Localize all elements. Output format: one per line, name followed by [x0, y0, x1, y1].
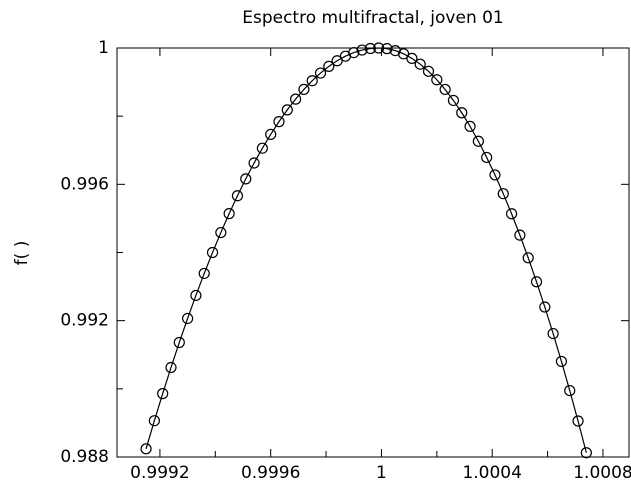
data-point	[431, 74, 443, 86]
data-point	[555, 355, 568, 368]
data-point	[564, 384, 576, 397]
data-point	[248, 157, 260, 169]
data-point	[456, 107, 468, 119]
data-point	[497, 188, 509, 200]
y-tick-label: 1	[98, 38, 109, 58]
data-point	[489, 169, 501, 181]
x-tick-label: 1.0008	[573, 463, 631, 483]
data-point	[381, 43, 393, 55]
x-tick-label: 0.9996	[241, 463, 300, 483]
data-point	[190, 289, 202, 302]
data-point	[530, 276, 543, 288]
y-tick-label: 0.996	[60, 174, 109, 194]
data-point	[439, 83, 451, 96]
data-point	[240, 173, 252, 185]
data-point	[447, 94, 460, 107]
data-point	[298, 83, 310, 96]
data-point	[422, 65, 435, 77]
data-point	[157, 388, 169, 400]
data-point	[206, 246, 219, 259]
data-point	[539, 301, 551, 313]
data-point	[273, 116, 285, 128]
chart-title: Espectro multifractal, joven 01	[242, 8, 504, 28]
data-point	[215, 226, 227, 239]
data-point	[373, 42, 385, 54]
data-point	[505, 208, 518, 220]
data-point	[306, 75, 318, 87]
data-point	[331, 55, 343, 67]
plot-frame	[116, 47, 630, 458]
data-point	[256, 142, 268, 154]
data-point	[397, 48, 410, 60]
x-tick-label: 1	[376, 463, 387, 483]
data-point	[472, 135, 484, 147]
data-point	[281, 104, 293, 116]
x-tick-label: 0.9992	[130, 463, 189, 483]
data-point	[182, 312, 194, 325]
data-point	[464, 120, 476, 132]
data-point	[223, 208, 235, 220]
data-point	[356, 44, 368, 56]
data-point	[314, 67, 327, 79]
data-point	[323, 60, 335, 73]
data-point	[265, 128, 277, 141]
data-point	[414, 58, 426, 70]
data-point	[572, 415, 584, 427]
data-point	[165, 361, 177, 374]
data-point	[348, 47, 360, 59]
y-tick-label: 0.988	[60, 447, 109, 467]
data-point	[481, 151, 493, 164]
data-point	[231, 190, 244, 202]
data-point	[522, 252, 534, 264]
data-point	[364, 42, 376, 55]
data-point	[148, 415, 160, 427]
data-point	[140, 443, 152, 455]
series-line	[145, 47, 587, 453]
data-point	[547, 327, 559, 340]
data-point	[514, 229, 526, 241]
data-point	[580, 447, 592, 459]
y-tick-label: 0.992	[60, 311, 109, 331]
y-axis-label: f( )	[12, 241, 32, 266]
data-point	[290, 93, 302, 105]
data-point	[406, 52, 418, 64]
x-tick-label: 1.0004	[462, 463, 521, 483]
data-point	[198, 267, 210, 280]
data-point	[173, 336, 185, 349]
